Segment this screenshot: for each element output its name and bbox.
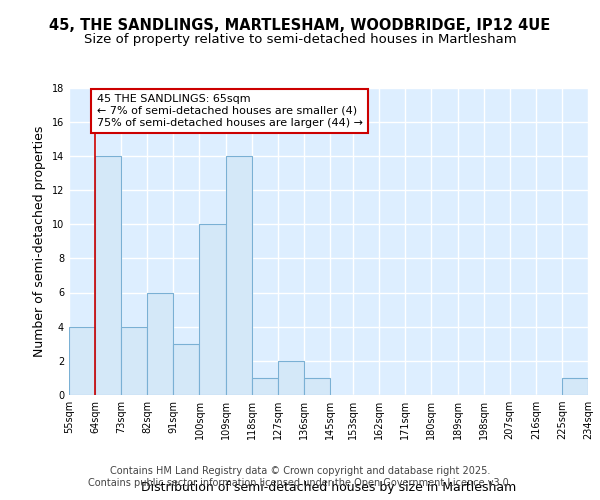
Bar: [69, 326, 95, 395]
X-axis label: Distribution of semi-detached houses by size in Martlesham: Distribution of semi-detached houses by …: [141, 481, 516, 494]
Bar: [173, 344, 199, 395]
Bar: [251, 378, 278, 395]
Bar: [562, 378, 588, 395]
Bar: [121, 326, 147, 395]
Bar: [278, 361, 304, 395]
Bar: [304, 378, 330, 395]
Y-axis label: Number of semi-detached properties: Number of semi-detached properties: [33, 126, 46, 357]
Text: Contains HM Land Registry data © Crown copyright and database right 2025.
Contai: Contains HM Land Registry data © Crown c…: [88, 466, 512, 487]
Text: 45 THE SANDLINGS: 65sqm
← 7% of semi-detached houses are smaller (4)
75% of semi: 45 THE SANDLINGS: 65sqm ← 7% of semi-det…: [97, 94, 362, 128]
Bar: [95, 156, 121, 395]
Text: 45, THE SANDLINGS, MARTLESHAM, WOODBRIDGE, IP12 4UE: 45, THE SANDLINGS, MARTLESHAM, WOODBRIDG…: [49, 18, 551, 32]
Bar: [226, 156, 251, 395]
Bar: [147, 292, 173, 395]
Text: Size of property relative to semi-detached houses in Martlesham: Size of property relative to semi-detach…: [83, 32, 517, 46]
Bar: [199, 224, 226, 395]
